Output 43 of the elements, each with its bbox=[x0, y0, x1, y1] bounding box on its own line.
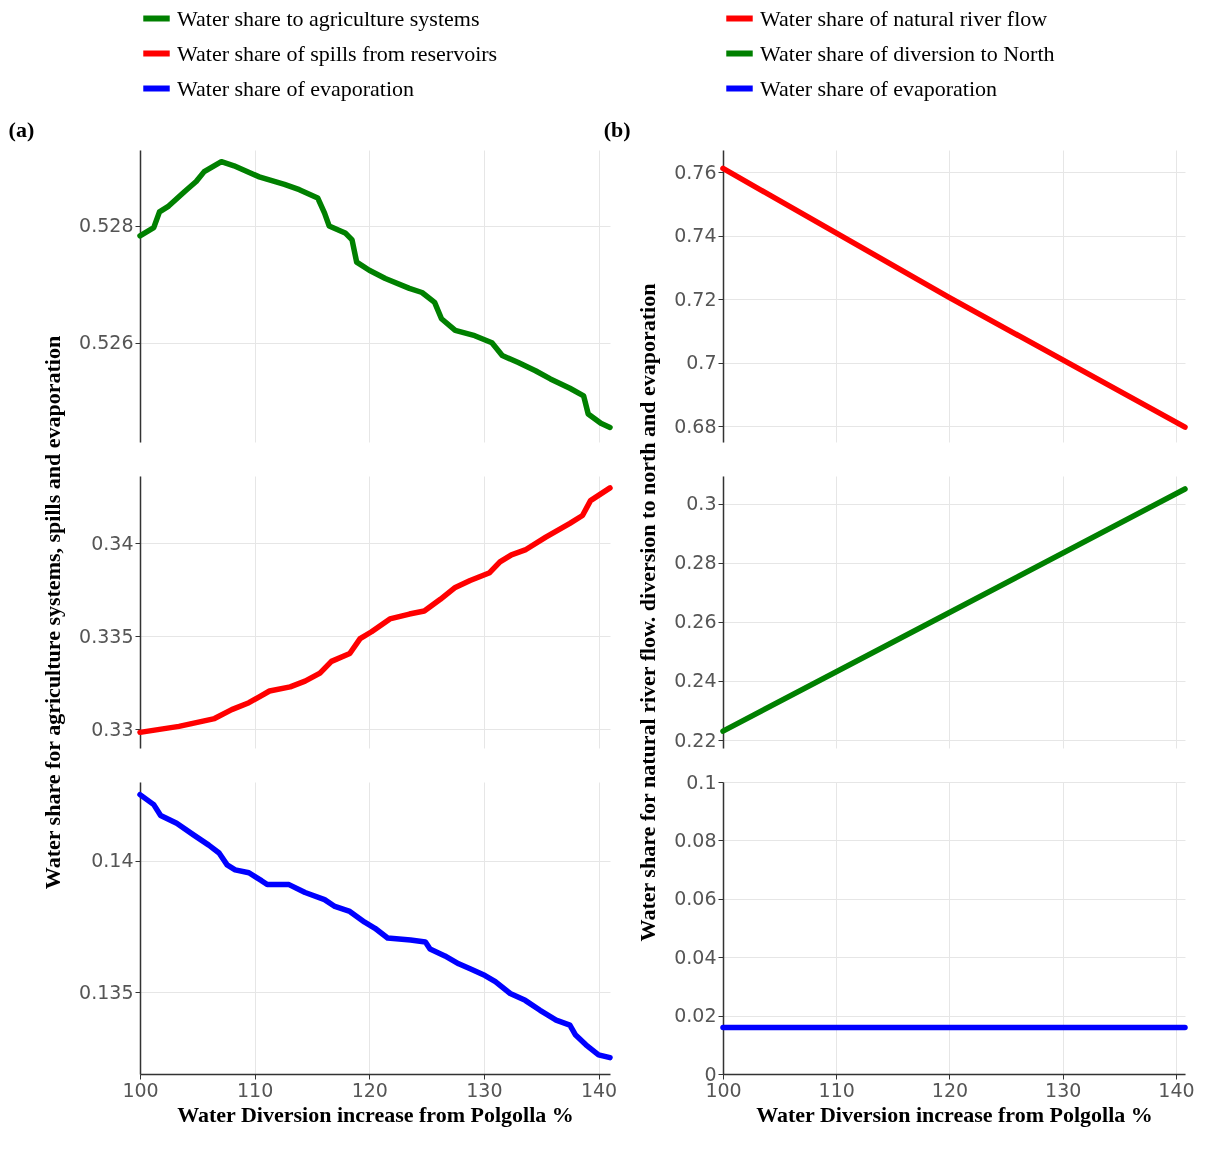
y-tick-label: 0.335 bbox=[79, 624, 134, 647]
y-tick-label: 0.74 bbox=[674, 224, 717, 247]
y-tick-label: 0.02 bbox=[674, 1004, 717, 1027]
y-tick-label: 0.08 bbox=[674, 828, 717, 851]
y-tick-label: 0.28 bbox=[674, 551, 717, 574]
y-tick-label: 0.68 bbox=[674, 414, 717, 437]
legend-label: Water share of evaporation bbox=[177, 75, 415, 101]
legend-label: Water share of evaporation bbox=[760, 75, 998, 101]
y-axis-title: Water share for natural river flow. diversion to north and evaporation bbox=[635, 283, 661, 942]
y-tick-label: 0.76 bbox=[674, 160, 717, 183]
y-tick-label: 0.34 bbox=[91, 531, 134, 554]
x-tick-label: 130 bbox=[466, 1078, 503, 1101]
y-tick-label: 0.33 bbox=[91, 717, 134, 740]
y-tick-label: 0.135 bbox=[79, 980, 134, 1003]
y-tick-label: 0.528 bbox=[79, 214, 134, 237]
legend-label: Water share of diversion to North bbox=[760, 40, 1055, 66]
chart-title: (b) bbox=[603, 117, 631, 142]
legend-label: Water share to agriculture systems bbox=[177, 5, 480, 31]
legend-label: Water share of natural river flow bbox=[760, 5, 1048, 31]
y-tick-label: 0.526 bbox=[79, 331, 134, 354]
x-tick-label: 120 bbox=[351, 1078, 388, 1101]
x-tick-label: 140 bbox=[1158, 1078, 1195, 1101]
x-tick-label: 130 bbox=[1045, 1078, 1082, 1101]
y-tick-label: 0.22 bbox=[674, 728, 717, 751]
legend-label: Water share of spills from reservoirs bbox=[177, 40, 498, 66]
y-tick-label: 0.14 bbox=[91, 849, 134, 872]
y-tick-label: 0.06 bbox=[674, 887, 717, 910]
y-axis-title: Water share for agriculture systems, spills and evaporation bbox=[40, 335, 66, 890]
x-axis-title: Water Diversion increase from Polgolla % bbox=[756, 1101, 1153, 1127]
y-tick-label: 0.1 bbox=[686, 770, 717, 793]
y-tick-label: 0.7 bbox=[686, 351, 717, 374]
x-tick-label: 110 bbox=[818, 1078, 855, 1101]
y-tick-label: 0.04 bbox=[674, 945, 717, 968]
x-tick-label: 100 bbox=[122, 1078, 159, 1101]
x-tick-label: 110 bbox=[237, 1078, 274, 1101]
chart-title: (a) bbox=[8, 117, 35, 142]
y-tick-label: 0.26 bbox=[674, 610, 717, 633]
x-tick-label: 120 bbox=[931, 1078, 969, 1101]
y-tick-label: 0.72 bbox=[674, 287, 717, 310]
y-tick-label: 0.24 bbox=[674, 669, 717, 692]
x-tick-label: 140 bbox=[580, 1078, 618, 1101]
y-tick-label: 0.3 bbox=[686, 492, 717, 515]
x-axis-title: Water Diversion increase from Polgolla % bbox=[177, 1101, 574, 1127]
